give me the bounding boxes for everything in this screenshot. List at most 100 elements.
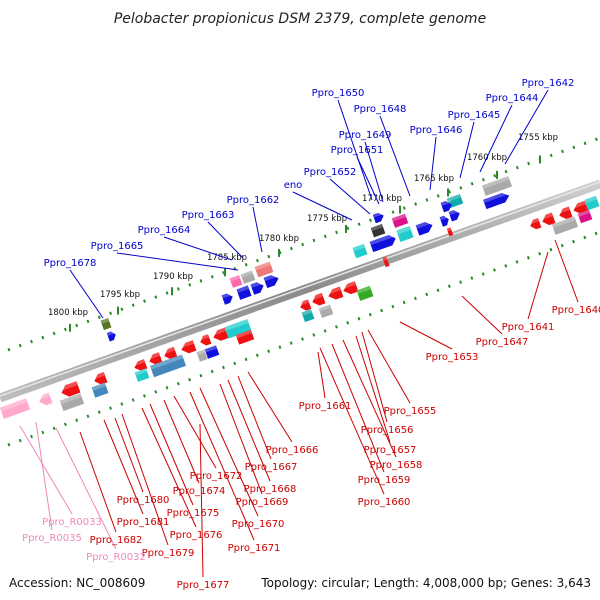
reverse-gene-feature [179,340,197,354]
reverse-gene-feature [310,292,326,306]
leader-line [79,431,117,533]
gene-label-ppro-1649[interactable]: Ppro_1649 [339,130,392,141]
forward-gene-feature [370,223,386,238]
gene-label-ppro-1664[interactable]: Ppro_1664 [138,225,191,236]
leader-line [116,252,239,271]
reverse-gene-feature [577,209,593,224]
leader-line [461,295,503,335]
reverse-gene-feature [356,285,374,301]
gene-label-ppro-1646[interactable]: Ppro_1646 [410,125,463,136]
forward-gene-feature [372,211,384,224]
forward-gene-feature [263,273,279,289]
forward-gene-feature [481,176,513,196]
gene-label-ppro-1660[interactable]: Ppro_1660 [358,497,411,508]
reverse-gene-feature [528,218,542,230]
reverse-gene-feature [326,286,344,300]
gene-label-ppro-1644[interactable]: Ppro_1644 [486,93,539,104]
genome-backbone-highlight [0,181,600,397]
gene-label-eno[interactable]: eno [284,180,303,191]
gene-label-ppro-1668[interactable]: Ppro_1668 [244,484,297,495]
reverse-gene-feature [59,393,85,412]
leader-line [399,321,453,350]
forward-gene-feature [236,285,252,300]
gene-label-ppro-1648[interactable]: Ppro_1648 [354,104,407,115]
leader-line [337,99,373,201]
reverse-gene-feature [162,346,178,360]
kbp-tick-label: 1755 kbp [518,133,558,143]
gene-label-ppro-1672[interactable]: Ppro_1672 [190,471,243,482]
gene-label-ppro-1677[interactable]: Ppro_1677 [177,580,230,591]
forward-gene-feature [240,270,256,284]
leader-line [173,395,217,469]
gene-label-ppro-1656[interactable]: Ppro_1656 [361,425,414,436]
reverse-gene-feature [198,334,212,346]
gene-label-ppro-1641[interactable]: Ppro_1641 [502,322,555,333]
leader-line [367,329,411,404]
reverse-gene-feature [557,206,573,220]
gene-label-ppro-1676[interactable]: Ppro_1676 [170,530,223,541]
leader-line [479,104,513,173]
gene-label-ppro-1659[interactable]: Ppro_1659 [358,475,411,486]
leader-line [199,387,259,517]
gene-label-ppro-1667[interactable]: Ppro_1667 [245,462,298,473]
gene-label-ppro-1652[interactable]: Ppro_1652 [304,167,357,178]
gene-label-ppro-1679[interactable]: Ppro_1679 [142,548,195,559]
leader-line [199,423,204,578]
gene-label-ppro-r0035[interactable]: Ppro_R0035 [22,533,82,544]
leader-line [527,251,549,320]
gene-label-ppro-1681[interactable]: Ppro_1681 [117,517,170,528]
forward-gene-feature [352,243,368,259]
gene-label-ppro-r0032[interactable]: Ppro_R0032 [86,552,146,563]
leader-line [114,417,144,493]
gene-label-ppro-1657[interactable]: Ppro_1657 [364,445,417,456]
forward-gene-feature [448,208,460,222]
leader-line [207,221,244,259]
leader-line [163,399,200,484]
gene-label-ppro-1674[interactable]: Ppro_1674 [173,486,226,497]
gene-label-ppro-1661[interactable]: Ppro_1661 [299,401,352,412]
reverse-gene-feature [446,227,454,237]
gene-label-ppro-1665[interactable]: Ppro_1665 [91,241,144,252]
reverse-gene-feature [318,304,334,318]
forward-gene-feature [106,330,116,342]
leader-line [317,351,326,399]
gene-features [0,176,600,419]
leader-line [227,379,271,482]
gene-label-ppro-1640[interactable]: Ppro_1640 [552,305,600,316]
gene-label-ppro-1666[interactable]: Ppro_1666 [266,445,319,456]
reverse-gene-feature [149,354,187,378]
gene-label-ppro-1658[interactable]: Ppro_1658 [370,460,423,471]
reverse-gene-feature [91,382,109,398]
leader-line [364,141,384,203]
gene-label-ppro-1682[interactable]: Ppro_1682 [90,535,143,546]
leader-line [459,121,475,179]
gene-label-ppro-1675[interactable]: Ppro_1675 [167,508,220,519]
gene-label-ppro-1650[interactable]: Ppro_1650 [312,88,365,99]
reverse-gene-feature [147,352,163,365]
leader-line [35,421,53,531]
gene-label-ppro-1642[interactable]: Ppro_1642 [522,78,575,89]
gene-label-ppro-1669[interactable]: Ppro_1669 [236,497,289,508]
leader-line [149,403,194,506]
gene-label-ppro-1662[interactable]: Ppro_1662 [227,195,280,206]
gene-label-ppro-1670[interactable]: Ppro_1670 [232,519,285,530]
gene-label-ppro-1671[interactable]: Ppro_1671 [228,543,281,554]
gene-label-ppro-1653[interactable]: Ppro_1653 [426,352,479,363]
kbp-tick-label: 1800 kbp [48,308,88,318]
label-leaders [19,89,579,578]
gene-label-ppro-1647[interactable]: Ppro_1647 [476,337,529,348]
gene-label-ppro-1645[interactable]: Ppro_1645 [448,110,501,121]
forward-gene-feature [382,233,396,248]
gene-label-ppro-1680[interactable]: Ppro_1680 [117,495,170,506]
leader-line [189,391,255,541]
gene-label-ppro-r0033[interactable]: Ppro_R0033 [42,517,102,528]
forward-gene-feature [391,213,409,228]
gene-label-ppro-1651[interactable]: Ppro_1651 [331,145,384,156]
gene-label-ppro-1663[interactable]: Ppro_1663 [182,210,235,221]
genome-backbone [0,179,600,403]
gene-label-ppro-1655[interactable]: Ppro_1655 [384,406,437,417]
gene-label-ppro-1678[interactable]: Ppro_1678 [44,258,97,269]
leader-line [319,347,385,495]
kbp-tick-label: 1765 kbp [414,174,454,184]
leader-line [329,178,371,215]
